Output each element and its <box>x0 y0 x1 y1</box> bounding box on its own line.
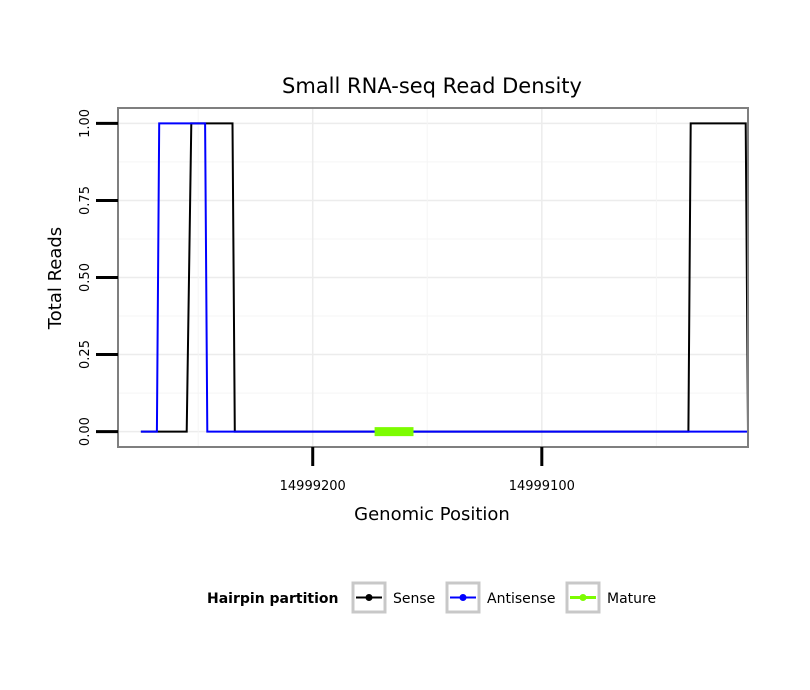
legend-key-point <box>579 594 587 601</box>
chart-title: Small RNA-seq Read Density <box>282 74 582 98</box>
legend-key-point <box>459 594 467 601</box>
x-tick-label: 14999100 <box>509 479 575 494</box>
series-layer <box>140 122 749 437</box>
legend-title: Hairpin partition <box>207 591 338 607</box>
legend-label: Sense <box>393 591 435 607</box>
legend-key-point <box>365 594 373 601</box>
y-tick-label: 0.50 <box>78 263 93 292</box>
y-axis: 0.00 0.25 0.50 0.75 1.00 <box>78 109 118 446</box>
y-axis-title: Total Reads <box>45 227 66 330</box>
legend-item-mature: Mature <box>565 581 656 614</box>
y-tick-label: 0.25 <box>78 340 93 369</box>
series-line-antisense <box>140 122 748 433</box>
x-axis: 14999200 14999100 <box>280 447 575 494</box>
y-tick-label: 1.00 <box>78 109 93 138</box>
legend: Hairpin partition Sense Antisense Mature <box>207 581 656 614</box>
x-tick-label: 14999200 <box>280 479 346 494</box>
legend-label: Mature <box>607 591 656 607</box>
y-tick-label: 0.75 <box>78 186 93 215</box>
x-axis-title: Genomic Position <box>354 504 510 525</box>
legend-item-antisense: Antisense <box>445 581 556 614</box>
y-tick-label: 0.00 <box>78 417 93 446</box>
legend-item-sense: Sense <box>351 581 435 614</box>
legend-label: Antisense <box>487 591 556 607</box>
